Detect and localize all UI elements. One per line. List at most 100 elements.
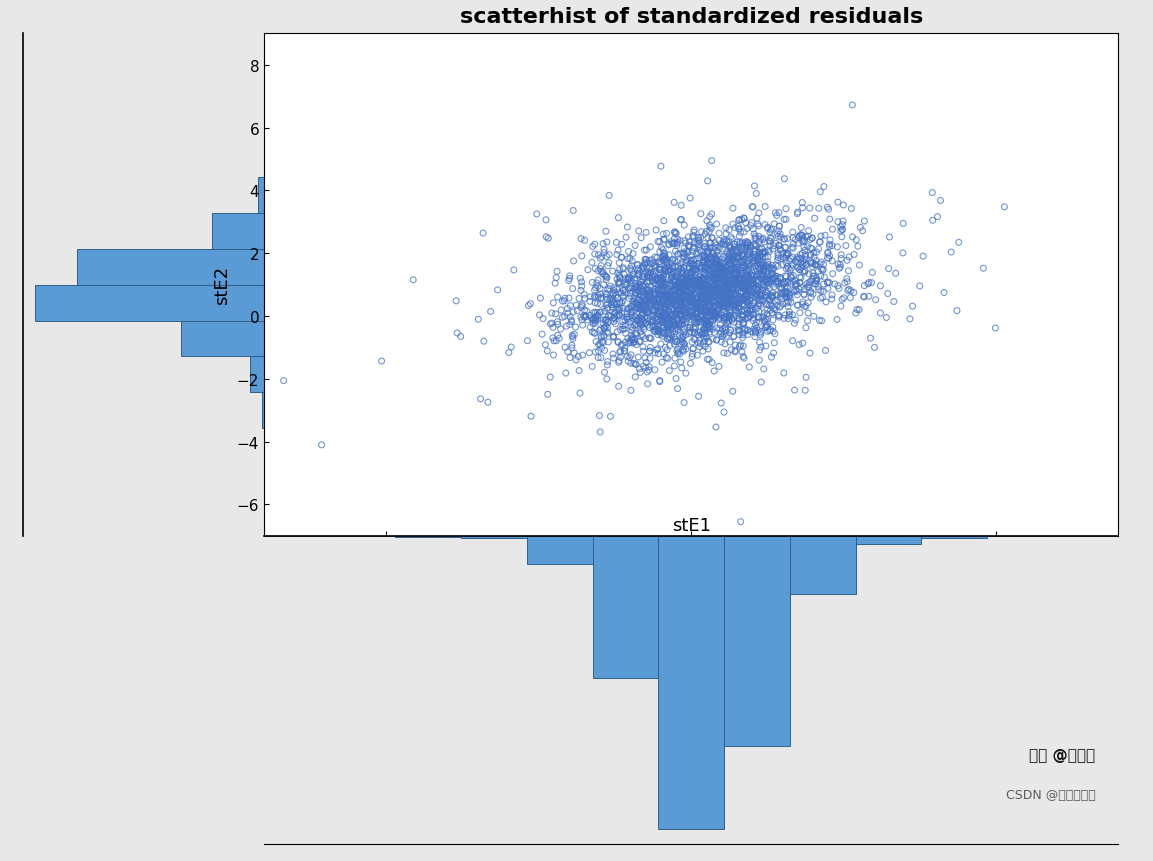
Point [656, 266, 675, 280]
Point [640, 294, 658, 308]
Point [741, 252, 760, 266]
Point [598, 302, 617, 316]
Point [800, 268, 819, 282]
Point [672, 318, 691, 331]
Point [731, 251, 749, 265]
Point [545, 277, 564, 291]
Point [619, 302, 638, 316]
Point [707, 294, 725, 308]
Point [564, 306, 582, 319]
Point [630, 335, 648, 349]
Point [636, 332, 655, 346]
Point [683, 336, 701, 350]
Point [814, 285, 832, 299]
Point [747, 275, 766, 288]
Point [781, 264, 799, 278]
Point [710, 263, 729, 277]
Point [726, 305, 745, 319]
Point [649, 283, 668, 297]
Point [694, 254, 713, 268]
Point [670, 264, 688, 278]
Point [594, 317, 612, 331]
Point [819, 246, 837, 260]
Point [687, 276, 706, 289]
Point [675, 325, 693, 339]
Point [630, 269, 648, 282]
Point [677, 270, 695, 284]
Point [767, 237, 785, 251]
Point [746, 259, 764, 273]
Point [732, 271, 751, 285]
Point [721, 326, 739, 340]
Point [575, 311, 594, 325]
Point [603, 265, 621, 279]
Point [664, 325, 683, 339]
Point [686, 300, 704, 313]
Point [718, 253, 737, 267]
Point [721, 248, 739, 262]
Point [713, 263, 731, 276]
Point [589, 344, 608, 358]
Point [578, 305, 596, 319]
Point [631, 362, 649, 376]
Point [606, 318, 625, 331]
Point [715, 233, 733, 247]
Point [609, 292, 627, 306]
Text: 知乎 @研学社: 知乎 @研学社 [1030, 747, 1095, 762]
Point [634, 345, 653, 359]
Point [752, 278, 770, 292]
Point [657, 318, 676, 331]
Point [610, 269, 628, 282]
Point [653, 309, 671, 323]
Point [721, 267, 739, 281]
Point [642, 316, 661, 330]
Point [657, 278, 676, 292]
Point [610, 263, 628, 277]
Point [752, 257, 770, 270]
Point [597, 291, 616, 305]
Point [753, 243, 771, 257]
Point [736, 304, 754, 318]
Point [677, 313, 695, 326]
Point [668, 288, 686, 302]
Point [740, 304, 759, 318]
Point [662, 328, 680, 342]
Point [770, 220, 789, 233]
Point [691, 288, 709, 302]
Point [784, 276, 802, 289]
Point [763, 300, 782, 313]
Point [632, 314, 650, 328]
Point [741, 303, 760, 317]
Point [635, 312, 654, 325]
Point [591, 331, 610, 345]
Point [575, 292, 594, 306]
Point [730, 306, 748, 319]
Point [630, 313, 648, 327]
Point [680, 257, 699, 271]
Point [738, 269, 756, 283]
Point [811, 186, 829, 200]
Point [632, 295, 650, 309]
Point [621, 349, 640, 362]
Point [617, 279, 635, 293]
Point [558, 302, 576, 316]
Point [710, 261, 729, 275]
Point [749, 354, 768, 368]
Point [711, 260, 730, 274]
Point [866, 294, 884, 307]
Point [684, 258, 702, 272]
Point [732, 214, 751, 227]
Point [677, 307, 695, 320]
Point [737, 216, 755, 230]
Point [585, 307, 603, 320]
Point [794, 288, 813, 301]
Point [707, 266, 725, 280]
Point [726, 288, 745, 301]
Point [749, 230, 768, 244]
Point [672, 273, 691, 287]
Bar [258, 178, 264, 214]
Point [664, 303, 683, 317]
Point [586, 315, 604, 329]
Point [655, 233, 673, 247]
Point [623, 332, 641, 346]
